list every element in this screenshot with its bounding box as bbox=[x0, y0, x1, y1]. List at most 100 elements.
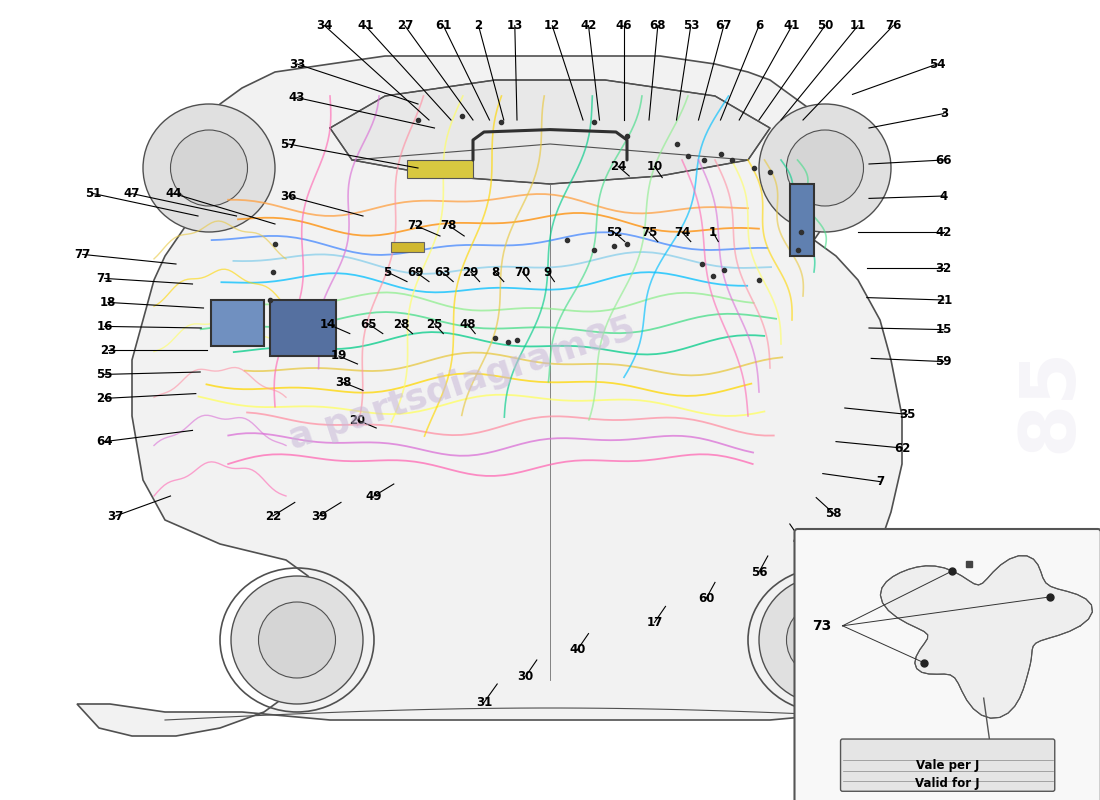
Text: 51: 51 bbox=[86, 187, 101, 200]
Text: 55: 55 bbox=[97, 368, 112, 381]
Text: a partsdiagram85: a partsdiagram85 bbox=[284, 312, 640, 456]
Text: 3: 3 bbox=[939, 107, 948, 120]
Text: 41: 41 bbox=[784, 19, 800, 32]
Text: 57: 57 bbox=[280, 138, 296, 150]
Text: 36: 36 bbox=[280, 190, 296, 202]
Text: 71: 71 bbox=[97, 272, 112, 285]
Polygon shape bbox=[330, 80, 770, 184]
Polygon shape bbox=[880, 556, 1092, 718]
Text: Valid for J: Valid for J bbox=[915, 778, 980, 790]
Text: 59: 59 bbox=[935, 355, 952, 368]
Text: 25: 25 bbox=[427, 318, 442, 330]
Text: 27: 27 bbox=[397, 19, 412, 32]
Text: 66: 66 bbox=[935, 154, 952, 166]
FancyBboxPatch shape bbox=[790, 184, 814, 256]
Text: 29: 29 bbox=[463, 266, 478, 278]
Text: 68: 68 bbox=[649, 19, 666, 32]
Text: 11: 11 bbox=[850, 19, 866, 32]
Text: 7: 7 bbox=[876, 475, 884, 488]
Text: 70: 70 bbox=[515, 266, 530, 278]
Ellipse shape bbox=[231, 576, 363, 704]
Text: 4: 4 bbox=[939, 190, 948, 202]
Text: 45: 45 bbox=[792, 534, 808, 546]
Text: 10: 10 bbox=[647, 160, 662, 173]
Text: 12: 12 bbox=[544, 19, 560, 32]
Text: 72: 72 bbox=[408, 219, 424, 232]
Text: 52: 52 bbox=[606, 226, 621, 238]
Text: 32: 32 bbox=[936, 262, 952, 274]
Text: 23: 23 bbox=[100, 344, 116, 357]
Text: 37: 37 bbox=[108, 510, 123, 522]
Text: 40: 40 bbox=[570, 643, 585, 656]
Text: 73: 73 bbox=[812, 619, 832, 633]
Text: 19: 19 bbox=[331, 350, 346, 362]
Text: 14: 14 bbox=[320, 318, 336, 330]
FancyBboxPatch shape bbox=[270, 300, 336, 356]
Text: Vale per J: Vale per J bbox=[916, 758, 979, 772]
Text: 49: 49 bbox=[365, 490, 383, 502]
Text: 26: 26 bbox=[97, 392, 112, 405]
Text: 34: 34 bbox=[317, 19, 332, 32]
Text: 28: 28 bbox=[394, 318, 409, 330]
Text: 62: 62 bbox=[894, 442, 910, 454]
Text: 48: 48 bbox=[460, 318, 475, 330]
FancyBboxPatch shape bbox=[794, 529, 1100, 800]
Text: 20: 20 bbox=[350, 414, 365, 426]
Text: 24: 24 bbox=[610, 160, 626, 173]
Text: 78: 78 bbox=[441, 219, 456, 232]
Text: 85: 85 bbox=[1013, 347, 1088, 453]
Text: 53: 53 bbox=[683, 19, 698, 32]
Text: 41: 41 bbox=[358, 19, 373, 32]
Text: 67: 67 bbox=[716, 19, 732, 32]
Text: 8: 8 bbox=[491, 266, 499, 278]
Text: 63: 63 bbox=[434, 266, 450, 278]
Text: 42: 42 bbox=[936, 226, 952, 238]
Text: 56: 56 bbox=[750, 566, 767, 578]
Text: 39: 39 bbox=[311, 510, 327, 522]
Text: 47: 47 bbox=[124, 187, 140, 200]
Text: 30: 30 bbox=[518, 670, 534, 682]
Ellipse shape bbox=[759, 104, 891, 232]
Text: 33: 33 bbox=[289, 58, 305, 70]
Text: 44: 44 bbox=[166, 187, 183, 200]
Text: 75: 75 bbox=[641, 226, 657, 238]
Text: 13: 13 bbox=[507, 19, 522, 32]
Ellipse shape bbox=[786, 130, 864, 206]
Ellipse shape bbox=[170, 130, 248, 206]
Text: 74: 74 bbox=[674, 226, 690, 238]
Text: 5: 5 bbox=[383, 266, 392, 278]
Text: 17: 17 bbox=[647, 616, 662, 629]
Text: 38: 38 bbox=[336, 376, 351, 389]
Text: 21: 21 bbox=[936, 294, 952, 306]
Ellipse shape bbox=[759, 576, 891, 704]
Text: 54: 54 bbox=[928, 58, 945, 70]
Text: 46: 46 bbox=[615, 19, 631, 32]
Text: 65: 65 bbox=[361, 318, 376, 330]
Text: 64: 64 bbox=[97, 435, 112, 448]
FancyBboxPatch shape bbox=[211, 300, 264, 346]
Text: 15: 15 bbox=[936, 323, 952, 336]
FancyBboxPatch shape bbox=[840, 739, 1055, 791]
Text: 6: 6 bbox=[755, 19, 763, 32]
Text: 1: 1 bbox=[708, 226, 717, 238]
Ellipse shape bbox=[143, 104, 275, 232]
Ellipse shape bbox=[786, 602, 864, 678]
Text: 35: 35 bbox=[900, 408, 915, 421]
Text: 77: 77 bbox=[75, 248, 90, 261]
Polygon shape bbox=[77, 56, 924, 736]
Text: 60: 60 bbox=[698, 592, 714, 605]
Text: 18: 18 bbox=[100, 296, 116, 309]
Text: 31: 31 bbox=[476, 696, 492, 709]
Polygon shape bbox=[407, 160, 473, 178]
Text: 9: 9 bbox=[543, 266, 552, 278]
Text: 58: 58 bbox=[825, 507, 843, 520]
Text: 16: 16 bbox=[97, 320, 112, 333]
Text: 69: 69 bbox=[407, 266, 425, 278]
Text: 76: 76 bbox=[886, 19, 901, 32]
Text: 42: 42 bbox=[581, 19, 596, 32]
Text: 43: 43 bbox=[289, 91, 305, 104]
Text: 50: 50 bbox=[817, 19, 833, 32]
FancyBboxPatch shape bbox=[390, 242, 424, 252]
Text: 22: 22 bbox=[265, 510, 280, 522]
Ellipse shape bbox=[258, 602, 336, 678]
